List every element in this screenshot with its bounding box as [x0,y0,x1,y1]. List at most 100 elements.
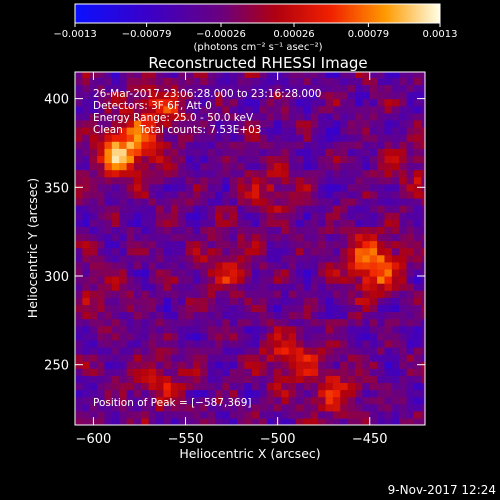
heatmap-cell [229,346,238,355]
heatmap-cell [89,403,98,412]
heatmap-cell [318,275,327,284]
heatmap-cell [266,240,275,249]
heatmap-cell [296,226,305,235]
heatmap-cell [133,134,142,142]
heatmap-cell [178,389,187,398]
heatmap-cell [119,297,128,305]
heatmap-cell [111,368,120,376]
heatmap-cell [391,247,400,256]
heatmap-cell [82,417,91,425]
heatmap-cell [133,169,142,178]
heatmap-cell [296,84,305,93]
heatmap-cell [303,318,312,327]
heatmap-cell [362,325,371,334]
heatmap-cell [163,283,172,291]
heatmap-cell [229,403,238,412]
heatmap-cell [170,297,179,305]
colorbar-tick-label: 0.0013 [423,29,458,40]
heatmap-cell [399,247,408,256]
heatmap-cell [178,112,187,121]
heatmap-cell [126,417,135,425]
heatmap-cell [200,240,209,249]
heatmap-cell [133,417,142,425]
heatmap-cell [97,368,106,376]
x-tick-label: −450 [352,432,388,447]
heatmap-cell [266,382,275,391]
heatmap-cell [222,134,231,142]
heatmap-cell [391,119,400,128]
heatmap-cell [148,141,157,149]
heatmap-cell [119,212,128,220]
heatmap-cell [215,346,223,355]
heatmap-cell [215,311,223,320]
heatmap-cell [229,389,238,398]
heatmap-cell [133,112,142,121]
heatmap-cell [97,134,106,142]
heatmap-cell [325,311,334,320]
heatmap-cell [281,311,290,320]
heatmap-cell [273,325,282,334]
heatmap-cell [325,318,334,327]
heatmap-cell [266,148,275,156]
heatmap-cell [310,375,319,384]
heatmap-cell [163,219,172,227]
heatmap-cell [384,396,393,405]
heatmap-cell [413,98,422,107]
heatmap-cell [296,134,305,142]
heatmap-cell [399,297,408,305]
heatmap-cell [119,105,128,114]
heatmap-cell [362,332,371,341]
heatmap-cell [156,141,165,149]
heatmap-cell [229,119,238,128]
heatmap-cell [296,233,305,242]
heatmap-cell [273,275,282,284]
heatmap-cell [148,311,157,320]
heatmap-cell [266,162,275,171]
heatmap-cell [229,176,238,185]
heatmap-cell [259,183,268,192]
heatmap-cell [347,268,356,277]
heatmap-cell [355,112,363,121]
heatmap-cell [207,176,216,185]
heatmap-cell [126,126,135,135]
heatmap-cell [318,169,327,178]
heatmap-cell [141,368,150,376]
heatmap-cell [111,339,120,348]
heatmap-cell [178,226,187,235]
heatmap-cell [97,141,106,149]
heatmap-cell [384,417,393,425]
heatmap-cell [391,304,400,313]
heatmap-cell [148,396,157,405]
heatmap-cell [141,410,150,419]
heatmap-cell [421,375,425,384]
heatmap-cell [251,304,260,313]
heatmap-cell [251,77,260,86]
heatmap-cell [156,304,165,313]
heatmap-cell [119,84,128,93]
heatmap-cell [133,84,142,93]
heatmap-cell [347,318,356,327]
heatmap-cell [391,389,400,398]
heatmap-cell [332,169,341,178]
heatmap-cell [399,339,408,348]
heatmap-cell [259,155,268,164]
heatmap-cell [163,226,172,235]
heatmap-cell [369,304,378,313]
heatmap-cell [355,148,363,156]
heatmap-cell [163,148,172,156]
heatmap-cell [377,247,386,256]
heatmap-cell [148,72,157,78]
heatmap-cell [141,212,150,220]
heatmap-cell [141,240,150,249]
heatmap-cell [170,176,179,185]
heatmap-cell [111,212,120,220]
heatmap-cell [119,126,128,135]
heatmap-cell [111,410,120,419]
heatmap-cell [229,112,238,121]
heatmap-cell [318,148,327,156]
heatmap-cell [141,290,150,298]
heatmap-cell [377,318,386,327]
heatmap-cell [75,84,83,93]
heatmap-cell [251,290,260,298]
